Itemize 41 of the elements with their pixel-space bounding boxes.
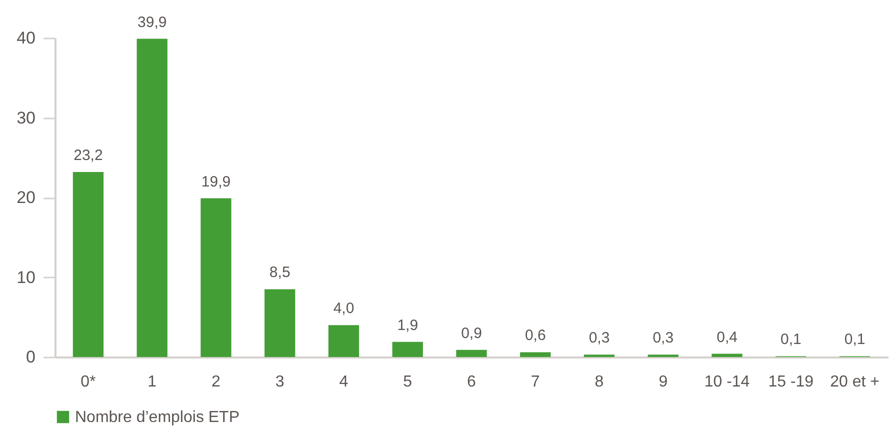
x-tick-label: 0* bbox=[80, 374, 96, 390]
y-tick-label: 30 bbox=[16, 108, 36, 128]
x-tick-label: 2 bbox=[212, 374, 221, 390]
bar bbox=[328, 325, 360, 357]
x-tick-label: 10 -14 bbox=[704, 374, 750, 390]
bar bbox=[456, 350, 487, 357]
bar bbox=[200, 198, 232, 357]
bar bbox=[712, 354, 742, 357]
bar bbox=[392, 342, 423, 357]
x-tick-label: 15 -19 bbox=[768, 374, 814, 390]
legend-label: Nombre d’emplois ETP bbox=[75, 409, 240, 426]
x-tick-label: 7 bbox=[530, 374, 540, 390]
y-tick-label: 10 bbox=[16, 268, 36, 287]
y-tick-label: 40 bbox=[16, 28, 36, 48]
data-label: 23,2 bbox=[74, 146, 103, 164]
y-tick-label: 0 bbox=[26, 348, 36, 366]
data-label: 19,9 bbox=[201, 173, 231, 190]
data-label: 0,6 bbox=[524, 327, 546, 344]
data-label: 0,3 bbox=[588, 330, 610, 347]
data-label: 0,9 bbox=[461, 324, 482, 342]
x-tick-label: 5 bbox=[403, 374, 412, 390]
bar bbox=[136, 38, 168, 357]
x-tick-label: 4 bbox=[339, 374, 348, 390]
x-tick-label: 8 bbox=[594, 374, 604, 390]
x-tick-label: 1 bbox=[148, 374, 157, 390]
x-tick-label: 3 bbox=[275, 374, 284, 390]
data-label: 4,0 bbox=[333, 300, 354, 318]
x-tick-label: 6 bbox=[467, 374, 476, 390]
data-label: 0,1 bbox=[780, 331, 802, 348]
bar bbox=[72, 172, 104, 357]
data-label: 8,5 bbox=[269, 264, 290, 282]
bar bbox=[264, 289, 296, 357]
x-tick-label: 9 bbox=[658, 374, 668, 390]
data-label: 1,9 bbox=[397, 316, 418, 334]
data-label: 0,3 bbox=[652, 330, 674, 347]
data-label: 0,1 bbox=[844, 331, 866, 348]
y-tick-label: 20 bbox=[16, 188, 36, 207]
data-label: 39,9 bbox=[137, 14, 167, 31]
bar bbox=[520, 352, 551, 357]
data-label: 0,4 bbox=[716, 328, 738, 346]
x-tick-label: 20 et + bbox=[830, 374, 880, 390]
